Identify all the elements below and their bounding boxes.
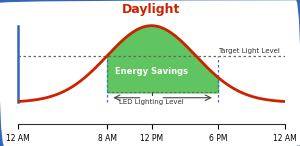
Title: Daylight: Daylight: [122, 4, 181, 16]
Text: Energy Savings: Energy Savings: [115, 67, 188, 76]
Text: Target Light Level: Target Light Level: [218, 48, 280, 54]
Text: LED Lighting Level: LED Lighting Level: [119, 99, 184, 105]
